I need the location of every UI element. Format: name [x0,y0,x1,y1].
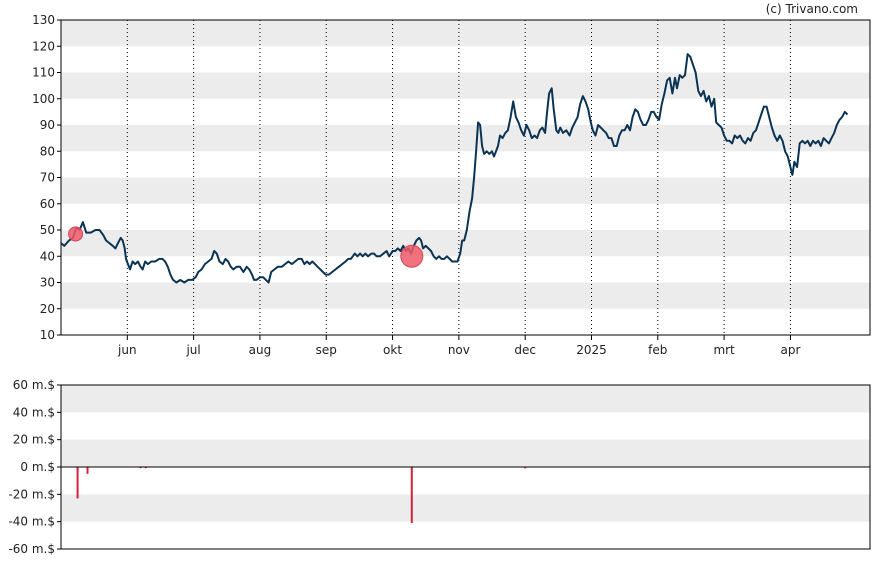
price-y-tick-label: 50 [40,223,55,237]
x-tick-label: dec [514,343,536,357]
volume-y-tick-label: -40 m.$ [8,515,55,529]
price-panel-frame [60,19,871,336]
credit-label: (c) Trivano.com [766,2,858,16]
volume-bar [144,467,147,469]
x-tick-label: okt [383,343,402,357]
event-marker [400,244,424,268]
price-y-tick-label: 40 [40,249,55,263]
price-y-tick-label: 30 [40,276,55,290]
volume-bar [139,467,142,469]
volume-y-tick-label: -20 m.$ [8,487,55,501]
volume-y-tick-label: -60 m.$ [8,542,55,556]
volume-grid-band [61,385,870,413]
volume-bar [86,467,89,474]
price-y-tick-label: 60 [40,197,55,211]
event-marker [68,226,84,242]
price-grid-band [61,20,870,47]
x-tick-label: 2025 [576,343,607,357]
x-tick-label: feb [648,343,667,357]
volume-grid-band [61,494,870,522]
price-y-tick-label: 120 [32,39,55,53]
volume-bar [76,467,79,499]
price-y-tick-label: 20 [40,302,55,316]
x-tick-label: nov [448,343,470,357]
volume-bar [524,467,527,469]
price-grid-band [61,177,870,204]
price-line [60,53,849,284]
volume-panel: 60 m.$ 40 m.$ 20 m.$ 0 m.$ -20 m.$ -40 m.$ -60… [8,378,871,556]
volume-y-tick-label: 0 m.$ [20,460,55,474]
volume-y-tick-label: 20 m.$ [13,433,55,447]
price-y-tick-label: 70 [40,171,55,185]
price-grid-band [61,72,870,99]
volume-panel-frame [60,384,871,550]
x-tick-label: mrt [713,343,735,357]
x-tick-label: sep [316,343,337,357]
price-y-tick-label: 100 [32,92,55,106]
volume-grid-band [61,439,870,467]
price-panel: jun jul aug sep okt nov dec 2025 feb mrt apr 10 20 30… [32,13,871,357]
volume-y-tick-label: 40 m.$ [13,405,55,419]
x-tick-label: aug [249,343,272,357]
x-tick-label: jul [185,343,200,357]
volume-bar [410,467,413,524]
volume-y-tick-label: 60 m.$ [13,378,55,392]
price-y-tick-label: 10 [40,328,55,342]
x-tick-label: jun [117,343,137,357]
price-y-tick-label: 130 [32,13,55,27]
price-grid-band [61,125,870,152]
price-grid-band [61,282,870,309]
x-tick-label: apr [780,343,800,357]
price-y-tick-label: 80 [40,144,55,158]
price-y-tick-label: 110 [32,66,55,80]
price-y-tick-label: 90 [40,118,55,132]
